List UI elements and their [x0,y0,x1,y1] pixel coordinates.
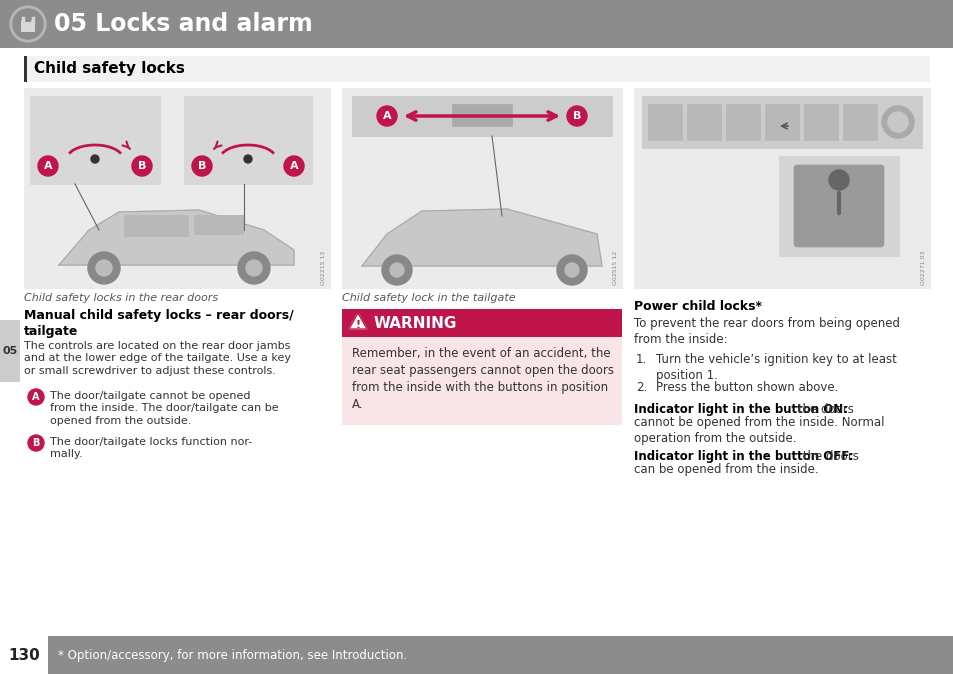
Circle shape [91,155,99,163]
Text: B: B [572,111,580,121]
Text: The door/tailgate locks function nor-
mally.: The door/tailgate locks function nor- ma… [50,437,252,460]
Text: Turn the vehicle’s ignition key to at least
position 1.: Turn the vehicle’s ignition key to at le… [656,353,896,382]
Circle shape [38,156,58,176]
Text: B: B [32,438,40,448]
Text: 130: 130 [9,648,40,663]
Text: A: A [382,111,391,121]
Circle shape [381,255,412,285]
Circle shape [13,9,43,39]
Circle shape [96,260,112,276]
Text: The door/tailgate cannot be opened
from the inside. The door/tailgate can be
ope: The door/tailgate cannot be opened from … [50,391,278,426]
Text: can be opened from the inside.: can be opened from the inside. [634,463,818,476]
Polygon shape [59,210,294,265]
Text: Indicator light in the button OFF:: Indicator light in the button OFF: [634,450,853,463]
Text: Manual child safety locks – rear doors/
tailgate: Manual child safety locks – rear doors/ … [24,309,294,338]
Circle shape [28,435,44,451]
Bar [452,104,512,126]
Polygon shape [349,313,367,329]
Circle shape [566,106,586,126]
Bar [779,156,898,256]
Text: 1.: 1. [636,353,646,366]
Text: 05 Locks and alarm: 05 Locks and alarm [54,12,313,36]
Bar [634,88,929,288]
Bar [30,96,160,184]
Bar [725,104,760,140]
Text: the doors: the doors [793,403,853,416]
Bar [124,215,189,237]
Text: Child safety locks: Child safety locks [34,61,185,77]
Bar [0,636,953,674]
Bar [0,636,48,674]
Bar [24,56,929,82]
Circle shape [564,263,578,277]
Text: B: B [137,161,146,171]
Bar [341,337,621,425]
Circle shape [284,156,304,176]
Circle shape [244,155,252,163]
Text: B: B [197,161,206,171]
Text: A: A [32,392,40,402]
FancyBboxPatch shape [793,165,883,247]
Bar [24,56,27,82]
Bar [184,96,312,184]
Bar [842,104,876,140]
Text: Child safety lock in the tailgate: Child safety lock in the tailgate [341,293,515,303]
Text: !: ! [355,320,360,330]
Text: G02271 03: G02271 03 [920,251,925,285]
Text: the doors: the doors [798,450,858,463]
Bar [21,22,35,32]
Circle shape [376,106,396,126]
Text: A: A [290,161,298,171]
Circle shape [237,252,270,284]
Circle shape [887,112,907,132]
Text: G02215 13: G02215 13 [320,251,326,285]
Circle shape [882,106,913,138]
Bar [193,215,244,235]
Bar [764,104,799,140]
Circle shape [246,260,262,276]
Circle shape [88,252,120,284]
Circle shape [828,170,848,190]
Bar [341,309,621,337]
Text: 2.: 2. [636,381,646,394]
Bar [24,88,330,288]
Bar [352,96,612,136]
Text: 05: 05 [2,346,17,356]
Text: WARNING: WARNING [374,315,456,330]
Polygon shape [361,209,601,266]
Text: Power child locks*: Power child locks* [634,300,761,313]
Bar [0,0,953,48]
Circle shape [192,156,212,176]
Text: Remember, in the event of an accident, the
rear seat passengers cannot open the : Remember, in the event of an accident, t… [352,347,614,411]
Circle shape [10,6,46,42]
Circle shape [390,263,403,277]
Text: Child safety locks in the rear doors: Child safety locks in the rear doors [24,293,218,303]
Text: cannot be opened from the inside. Normal
operation from the outside.: cannot be opened from the inside. Normal… [634,416,883,445]
Text: G02515 12: G02515 12 [613,251,618,285]
Bar [341,88,621,288]
Circle shape [132,156,152,176]
Text: * Option/accessory, for more information, see Introduction.: * Option/accessory, for more information… [58,648,407,661]
Text: Press the button shown above.: Press the button shown above. [656,381,838,394]
Bar [647,104,681,140]
Bar [641,96,921,148]
Bar [803,104,837,140]
Bar [686,104,720,140]
Text: A: A [44,161,52,171]
Text: To prevent the rear doors from being opened
from the inside:: To prevent the rear doors from being ope… [634,317,899,346]
Text: Indicator light in the button ON:: Indicator light in the button ON: [634,403,847,416]
Text: The controls are located on the rear door jambs
and at the lower edge of the tai: The controls are located on the rear doo… [24,341,291,376]
Circle shape [28,389,44,405]
Circle shape [557,255,586,285]
Bar [0,320,20,382]
